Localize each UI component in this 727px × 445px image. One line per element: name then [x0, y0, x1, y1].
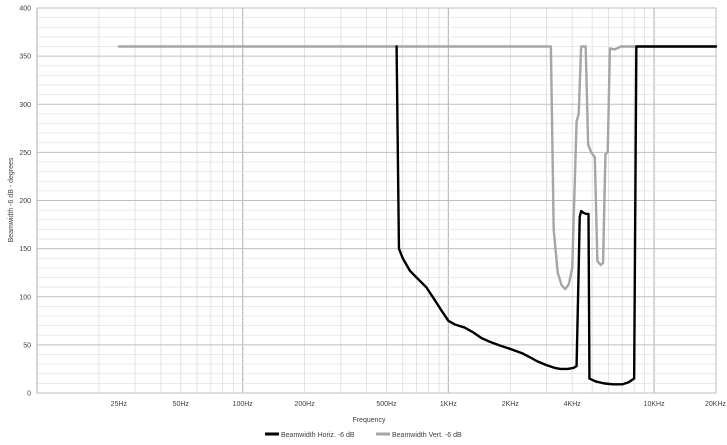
x-tick-label-6: 2KHz: [502, 401, 520, 408]
legend: Beamwidth Horiz. -6 dB Beamwidth Vert. -…: [265, 432, 462, 439]
series-line-0: [395, 45, 718, 386]
legend-label-horiz: Beamwidth Horiz. -6 dB: [281, 432, 355, 439]
series-layer: [117, 45, 718, 386]
y-tick-label-4: 200: [19, 198, 31, 205]
y-axis-title: Beamwidth -6 dB - degrees: [8, 157, 15, 242]
y-tick-label-7: 350: [19, 54, 31, 61]
y-tick-label-5: 250: [19, 150, 31, 157]
x-tick-label-1: 50Hz: [173, 401, 190, 408]
y-tick-label-1: 50: [23, 342, 31, 349]
x-tick-label-4: 500Hz: [376, 401, 397, 408]
x-axis-title: Frequency: [352, 417, 386, 424]
legend-label-vert: Beamwidth Vert. -6 dB: [392, 432, 462, 439]
y-tick-label-0: 0: [27, 391, 31, 398]
grid-layer: [36, 7, 717, 394]
x-tick-label-2: 100Hz: [233, 401, 254, 408]
plot-border: [36, 7, 717, 394]
y-tick-labels: 0 50 100 150 200 250 300 350 400: [19, 6, 31, 398]
x-tick-label-3: 200Hz: [294, 401, 315, 408]
x-tick-label-7: 4KHz: [564, 401, 582, 408]
series-line-1: [117, 45, 718, 291]
x-tick-label-0: 25Hz: [111, 401, 128, 408]
y-tick-label-3: 150: [19, 246, 31, 253]
x-tick-label-8: 10KHz: [644, 401, 666, 408]
y-tick-label-2: 100: [19, 294, 31, 301]
x-tick-label-5: 1KHz: [440, 401, 458, 408]
y-tick-label-8: 400: [19, 6, 31, 13]
x-tick-labels: 25Hz 50Hz 100Hz 200Hz 500Hz 1KHz 2KHz 4KHz 10KHz…: [111, 401, 727, 408]
y-tick-label-6: 300: [19, 102, 31, 109]
x-tick-label-9: 20KHz: [705, 401, 727, 408]
